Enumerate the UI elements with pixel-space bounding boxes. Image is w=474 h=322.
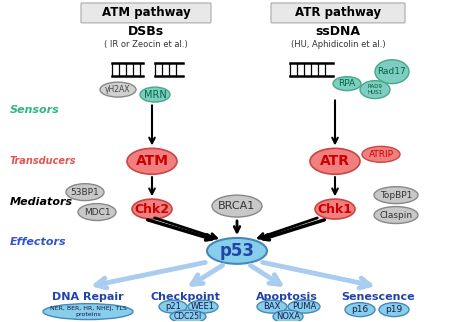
- Text: p19: p19: [385, 305, 402, 314]
- Ellipse shape: [333, 77, 361, 90]
- Text: Chk2: Chk2: [135, 203, 170, 215]
- Ellipse shape: [132, 199, 172, 219]
- Text: p16: p16: [351, 305, 369, 314]
- Text: RAD9
HUS1: RAD9 HUS1: [367, 84, 383, 95]
- Ellipse shape: [375, 60, 409, 84]
- Text: (HU, Aphidicolin et al.): (HU, Aphidicolin et al.): [291, 40, 385, 49]
- Text: DSBs: DSBs: [128, 25, 164, 38]
- Ellipse shape: [379, 303, 409, 317]
- Ellipse shape: [360, 80, 390, 99]
- Text: Sensors: Sensors: [10, 105, 60, 115]
- Text: Senescence: Senescence: [341, 292, 415, 302]
- Text: ATM pathway: ATM pathway: [101, 6, 191, 19]
- Ellipse shape: [374, 207, 418, 223]
- Text: p53: p53: [219, 242, 255, 260]
- Ellipse shape: [374, 187, 418, 204]
- Ellipse shape: [127, 148, 177, 174]
- Text: γH2AX: γH2AX: [105, 85, 131, 94]
- Ellipse shape: [43, 304, 133, 319]
- FancyBboxPatch shape: [81, 3, 211, 23]
- Text: ATRIP: ATRIP: [368, 150, 393, 159]
- Ellipse shape: [66, 184, 104, 201]
- Ellipse shape: [78, 204, 116, 221]
- Text: WEE1: WEE1: [191, 302, 215, 311]
- Text: MRN: MRN: [144, 90, 166, 99]
- Text: Checkpoint: Checkpoint: [150, 292, 220, 302]
- Text: DNA Repair: DNA Repair: [52, 292, 124, 302]
- Text: BRCA1: BRCA1: [219, 201, 255, 211]
- Text: CDC25I: CDC25I: [174, 312, 202, 321]
- Text: Apoptosis: Apoptosis: [256, 292, 318, 302]
- Ellipse shape: [100, 82, 136, 97]
- Ellipse shape: [288, 300, 320, 313]
- Text: PUMA: PUMA: [292, 302, 316, 311]
- Ellipse shape: [140, 87, 170, 102]
- Text: TopBP1: TopBP1: [380, 191, 412, 200]
- FancyBboxPatch shape: [271, 3, 405, 23]
- Text: p21: p21: [165, 302, 181, 311]
- Text: ATM: ATM: [136, 154, 168, 168]
- Ellipse shape: [257, 300, 287, 313]
- Ellipse shape: [170, 310, 206, 322]
- Ellipse shape: [273, 310, 303, 322]
- Text: NOXA: NOXA: [276, 312, 300, 321]
- Text: ATR: ATR: [320, 154, 350, 168]
- Text: ATR pathway: ATR pathway: [295, 6, 381, 19]
- Ellipse shape: [159, 300, 187, 313]
- Ellipse shape: [345, 303, 375, 317]
- Ellipse shape: [362, 147, 400, 162]
- Text: 53BP1: 53BP1: [71, 188, 100, 197]
- Text: Effectors: Effectors: [10, 237, 67, 247]
- Ellipse shape: [315, 199, 355, 219]
- Text: MDC1: MDC1: [84, 208, 110, 217]
- Text: ssDNA: ssDNA: [316, 25, 361, 38]
- Text: Chk1: Chk1: [318, 203, 353, 215]
- Text: ( IR or Zeocin et al.): ( IR or Zeocin et al.): [104, 40, 188, 49]
- Text: NER, BER, HR, NHEJ, TLS
proteins: NER, BER, HR, NHEJ, TLS proteins: [50, 306, 127, 317]
- Ellipse shape: [207, 238, 267, 264]
- Ellipse shape: [188, 300, 218, 313]
- Text: RPA: RPA: [338, 79, 356, 88]
- Text: Claspin: Claspin: [380, 211, 412, 220]
- Text: Transducers: Transducers: [10, 156, 76, 166]
- Text: BAX: BAX: [264, 302, 281, 311]
- Text: Mediators: Mediators: [10, 197, 73, 207]
- Ellipse shape: [212, 195, 262, 217]
- Text: Rad17: Rad17: [378, 67, 406, 76]
- Ellipse shape: [310, 148, 360, 174]
